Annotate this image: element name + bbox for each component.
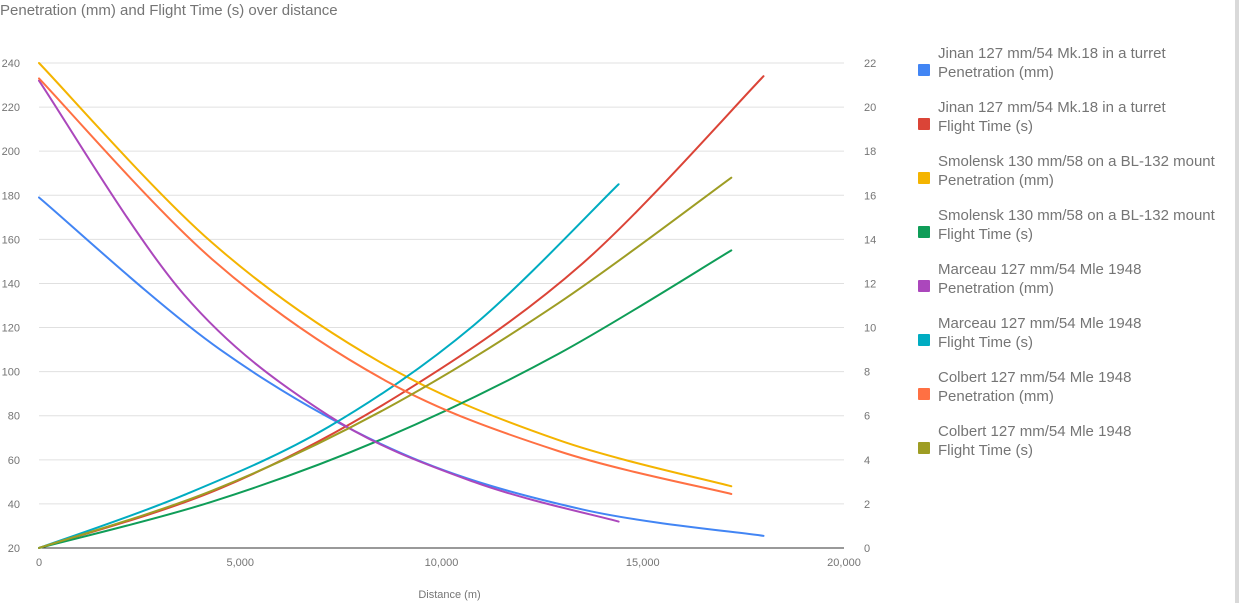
y-left-tick-label: 220 xyxy=(2,102,20,114)
x-tick-label: 20,000 xyxy=(827,557,861,569)
legend-label-line2: Flight Time (s) xyxy=(938,442,1034,459)
legend-label-line1: Jinan 127 mm/54 Mk.18 in a turret xyxy=(938,45,1166,62)
y-right-tick-label: 16 xyxy=(864,190,876,202)
y-left-tick-label: 20 xyxy=(8,543,20,555)
chart-legend: Jinan 127 mm/54 Mk.18 in a turret Penetra… xyxy=(918,44,1236,476)
legend-label: Jinan 127 mm/54 Mk.18 in a turret Penetra… xyxy=(938,44,1166,82)
x-tick-label: 10,000 xyxy=(425,557,459,569)
y-left-tick-label: 140 xyxy=(2,278,20,290)
legend-label-line1: Colbert 127 mm/54 Mle 1948 xyxy=(938,369,1132,386)
x-tick-label: 0 xyxy=(36,557,42,569)
chart-title: Penetration (mm) and Flight Time (s) ove… xyxy=(0,2,338,19)
series-line-7 xyxy=(38,77,733,495)
legend-label-line1: Marceau 127 mm/54 Mle 1948 xyxy=(938,261,1142,278)
y-right-tick-label: 18 xyxy=(864,146,876,158)
y-left-tick-label: 80 xyxy=(8,411,20,423)
legend-item[interactable]: Colbert 127 mm/54 Mle 1948 Penetration (m… xyxy=(918,368,1236,422)
y-right-tick-label: 20 xyxy=(864,102,876,114)
y-left-tick-label: 120 xyxy=(2,323,20,335)
y-right-tick-label: 8 xyxy=(864,367,870,379)
legend-swatch xyxy=(918,280,930,292)
legend-label-line2: Penetration (mm) xyxy=(938,64,1054,81)
legend-label: Smolensk 130 mm/58 on a BL-132 mount Pene… xyxy=(938,152,1215,190)
y-left-tick-label: 200 xyxy=(2,146,20,158)
series-line-5 xyxy=(38,79,620,523)
legend-label: Smolensk 130 mm/58 on a BL-132 mount Flig… xyxy=(938,206,1215,244)
legend-item[interactable]: Smolensk 130 mm/58 on a BL-132 mount Flig… xyxy=(918,206,1236,260)
legend-label: Marceau 127 mm/54 Mle 1948 Flight Time (s… xyxy=(938,314,1141,352)
x-tick-label: 5,000 xyxy=(226,557,254,569)
legend-label-line1: Smolensk 130 mm/58 on a BL-132 mount xyxy=(938,153,1215,170)
legend-item[interactable]: Marceau 127 mm/54 Mle 1948 Penetration (m… xyxy=(918,260,1236,314)
y-right-tick-label: 6 xyxy=(864,411,870,423)
legend-label-line2: Flight Time (s) xyxy=(938,226,1034,243)
legend-item[interactable]: Smolensk 130 mm/58 on a BL-132 mount Pene… xyxy=(918,152,1236,206)
y-right-tick-label: 14 xyxy=(864,234,876,246)
y-left-tick-label: 40 xyxy=(8,499,20,511)
legend-label-line1: Jinan 127 mm/54 Mk.18 in a turret xyxy=(938,99,1166,116)
legend-label-line1: Colbert 127 mm/54 Mle 1948 xyxy=(938,423,1132,440)
y-left-tick-label: 240 xyxy=(2,58,20,70)
legend-swatch xyxy=(918,172,930,184)
legend-item[interactable]: Marceau 127 mm/54 Mle 1948 Flight Time (s… xyxy=(918,314,1236,368)
legend-label: Jinan 127 mm/54 Mk.18 in a turret Flight … xyxy=(938,98,1166,136)
legend-item[interactable]: Jinan 127 mm/54 Mk.18 in a turret Penetra… xyxy=(918,44,1236,98)
series-line-4 xyxy=(38,249,733,549)
series-line-8 xyxy=(38,176,733,549)
series-line-2 xyxy=(38,75,765,549)
y-left-tick-label: 160 xyxy=(2,234,20,246)
y-left-tick-label: 100 xyxy=(2,367,20,379)
y-right-tick-label: 4 xyxy=(864,455,870,467)
page-edge xyxy=(1235,0,1239,603)
legend-label-line2: Flight Time (s) xyxy=(938,334,1034,351)
legend-label-line1: Smolensk 130 mm/58 on a BL-132 mount xyxy=(938,207,1215,224)
legend-swatch xyxy=(918,388,930,400)
legend-label: Marceau 127 mm/54 Mle 1948 Penetration (m… xyxy=(938,260,1141,298)
y-right-tick-label: 0 xyxy=(864,543,870,555)
legend-item[interactable]: Jinan 127 mm/54 Mk.18 in a turret Flight … xyxy=(918,98,1236,152)
x-tick-label: 15,000 xyxy=(626,557,660,569)
y-left-tick-label: 60 xyxy=(8,455,20,467)
x-axis-title: Distance (m) xyxy=(418,589,480,601)
legend-label-line2: Flight Time (s) xyxy=(938,118,1034,135)
legend-swatch xyxy=(918,442,930,454)
legend-item[interactable]: Colbert 127 mm/54 Mle 1948 Flight Time (s… xyxy=(918,422,1236,476)
series-line-3 xyxy=(38,62,733,488)
legend-swatch xyxy=(918,64,930,76)
y-right-tick-label: 12 xyxy=(864,278,876,290)
legend-label-line1: Marceau 127 mm/54 Mle 1948 xyxy=(938,315,1142,332)
y-right-tick-label: 10 xyxy=(864,323,876,335)
series-line-6 xyxy=(38,183,620,549)
y-right-tick-label: 22 xyxy=(864,58,876,70)
legend-label-line2: Penetration (mm) xyxy=(938,280,1054,297)
legend-swatch xyxy=(918,226,930,238)
legend-label: Colbert 127 mm/54 Mle 1948 Flight Time (s… xyxy=(938,422,1131,460)
y-left-tick-label: 180 xyxy=(2,190,20,202)
legend-label: Colbert 127 mm/54 Mle 1948 Penetration (m… xyxy=(938,368,1131,406)
legend-label-line2: Penetration (mm) xyxy=(938,388,1054,405)
y-right-tick-label: 2 xyxy=(864,499,870,511)
legend-swatch xyxy=(918,118,930,130)
legend-swatch xyxy=(918,334,930,346)
legend-label-line2: Penetration (mm) xyxy=(938,172,1054,189)
